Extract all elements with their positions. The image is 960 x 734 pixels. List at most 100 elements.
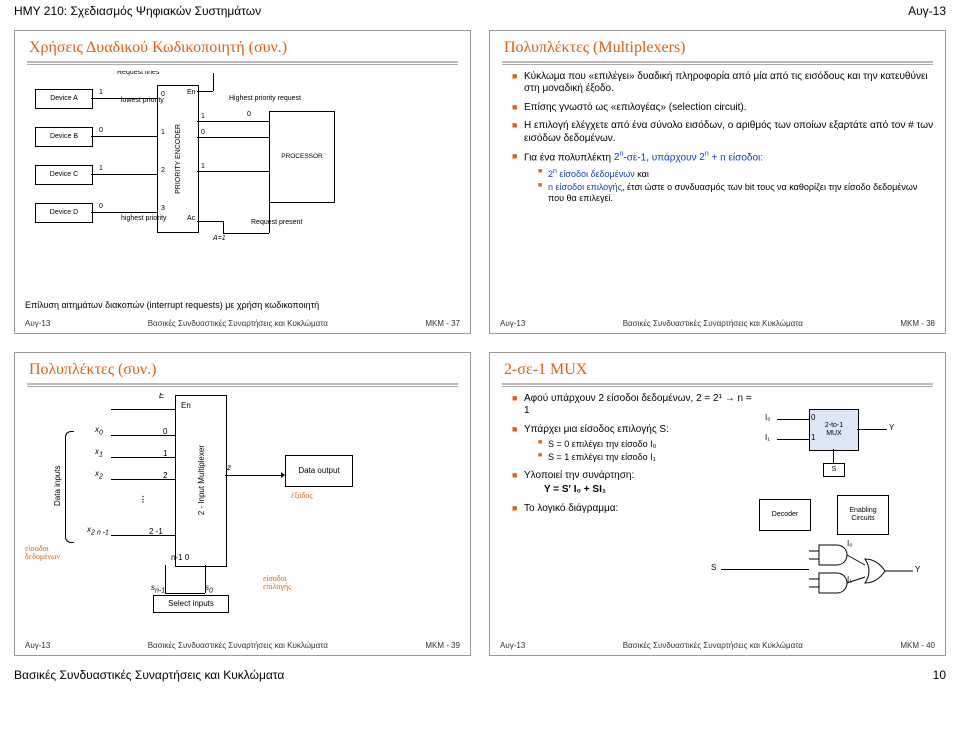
bullet: Για ένα πολυπλέκτη 2n-σε-1, υπάρχουν 2n … [512, 151, 935, 205]
label-data-inputs: Data inputs [53, 441, 62, 531]
enabling: Enabling Circuits [837, 495, 889, 535]
slide-title: Χρήσεις Δυαδικού Κωδικοποιητή (συν.) [15, 31, 470, 61]
bullet: Υπάρχει μια είσοδος επιλογής S: S = 0 επ… [512, 424, 755, 464]
decoder: Decoder [759, 499, 811, 531]
page-footer: Βασικές Συνδυαστικές Συναρτήσεις και Κυκ… [0, 662, 960, 692]
Yb: Y [915, 565, 920, 574]
p1: 1 [811, 433, 815, 442]
enc-0: 0 [161, 91, 165, 98]
I1b: I₁ [847, 575, 852, 584]
brace-icon [65, 431, 74, 543]
label-highest-pri: highest priority [121, 215, 167, 222]
slide-40: 2-σε-1 MUX Αφού υπάρχουν 2 είσοδοι δεδομ… [489, 352, 946, 656]
t: 1 [99, 451, 103, 458]
sub-bullet: n είσοδοι επιλογής, έτσι ώστε ο συνδυασμ… [538, 182, 935, 205]
n0: 0 [163, 427, 167, 436]
slide-footer: Αυγ-13 Βασικές Συνδυαστικές Συναρτήσεις … [15, 638, 470, 655]
slide-body: Κύκλωμα που «επιλέγει» δυαδική πληροφορί… [490, 71, 945, 316]
mux-box: 2-to-1 MUX [809, 409, 859, 451]
bit-1c: 1 [99, 165, 103, 172]
t: n είσοδοι επιλογής [548, 182, 622, 192]
foot-left: Αυγ-13 [500, 319, 525, 328]
Y: Y [889, 423, 894, 432]
Sb: S [711, 563, 716, 572]
foot-mid: Βασικές Συνδυαστικές Συναρτήσεις και Κυκ… [525, 319, 900, 328]
foot-mid: Βασικές Συνδυαστικές Συναρτήσεις και Κυκ… [50, 319, 425, 328]
txt: Για ένα πολυπλέκτη [524, 152, 614, 163]
enc-2: 2 [161, 167, 165, 174]
enc-ac: Ac [187, 215, 195, 222]
En: En [181, 401, 191, 410]
bullet: Αφού υπάρχουν 2 είσοδοι δεδομένων, 2 = 2… [512, 393, 755, 418]
processor: PROCESSOR [269, 111, 335, 203]
data-output: Data output [285, 455, 353, 487]
priority-encoder-diagram: Request lines E=1 Device A Device B Devi… [35, 71, 335, 271]
t: είσοδοι δεδομένων [557, 169, 635, 179]
bit-1a: 1 [99, 89, 103, 96]
footer-right: 10 [933, 668, 946, 682]
txt: -σε-1, υπάρχουν [623, 152, 699, 163]
enc-en: En [187, 89, 196, 96]
bit-0d: 0 [99, 203, 103, 210]
proc-0: 0 [247, 111, 251, 118]
label-req-present: Request present [251, 219, 302, 226]
foot-left: Αυγ-13 [500, 641, 525, 650]
foot-right: MKM - 40 [900, 641, 935, 650]
label-lowest: lowest priority [121, 97, 164, 104]
t: Υπάρχει μια είσοδος επιλογής S: [524, 424, 669, 435]
n1: 1 [163, 449, 167, 458]
t: και [635, 169, 649, 179]
n2: 2 [163, 471, 167, 480]
title-underline [27, 383, 458, 387]
slide-footer: Αυγ-13 Βασικές Συνδυαστικές Συναρτήσεις … [490, 638, 945, 655]
bullet: Η επιλογή ελέγχετε από ένα σύνολο εισόδω… [512, 120, 935, 145]
slide-grid: Χρήσεις Δυαδικού Κωδικοποιητή (συν.) Req… [0, 20, 960, 662]
E: E [159, 393, 164, 400]
device-c: Device C [35, 165, 93, 185]
slide-37: Χρήσεις Δυαδικού Κωδικοποιητή (συν.) Req… [14, 30, 471, 334]
gates-icon [809, 539, 919, 599]
bit-0b: 0 [99, 127, 103, 134]
foot-right: MKM - 38 [900, 319, 935, 328]
slide-body: Data inputs 2 - Input Multiplexer ⋮ [15, 393, 470, 638]
select-inputs: Select inputs [153, 595, 229, 613]
foot-right: MKM - 39 [425, 641, 460, 650]
S-box: S [823, 463, 845, 477]
mux: 2 - Input Multiplexer [175, 395, 227, 567]
slide-footer: Αυγ-13 Βασικές Συνδυαστικές Συναρτήσεις … [15, 316, 470, 333]
label-e1: E=1 [211, 71, 224, 72]
slide-title: Πολυπλέκτες (Multiplexers) [490, 31, 945, 61]
t: 2 n -1 [91, 529, 109, 536]
slide-title: Πολυπλέκτες (συν.) [15, 353, 470, 383]
nn: 2 -1 [149, 527, 163, 536]
slide-38: Πολυπλέκτες (Multiplexers) Κύκλωμα που «… [489, 30, 946, 334]
bullet: Επίσης γνωστό ως «επιλογέας» (selection … [512, 102, 935, 115]
slide-39: Πολυπλέκτες (συν.) Data inputs 2 - Input… [14, 352, 471, 656]
slide-body: Αφού υπάρχουν 2 είσοδοι δεδομένων, 2 = 2… [490, 393, 945, 638]
p0: 0 [811, 413, 815, 422]
slide-caption: Επίλυση αιτημάτων διακοπών (interrupt re… [25, 300, 460, 310]
t: 2 [99, 473, 103, 480]
out-1b: 1 [201, 163, 205, 170]
t: 0 [99, 429, 103, 436]
sub-bullet: 2n είσοδοι δεδομένων και [538, 168, 935, 180]
nbits: n-1 0 [171, 553, 189, 562]
label-request-lines: Request lines [117, 71, 159, 76]
title-underline [502, 61, 933, 65]
z: z [227, 463, 231, 472]
device-b: Device B [35, 127, 93, 147]
enc-1: 1 [161, 129, 165, 136]
txt: + n είσοδοι: [709, 152, 763, 163]
t: 0 [209, 587, 213, 594]
mux-diagram: Data inputs 2 - Input Multiplexer ⋮ [55, 395, 355, 625]
txt: 2n [699, 152, 708, 163]
sub-bullet: S = 0 επιλέγει την είσοδο Ι₀ [538, 439, 755, 450]
page-header: ΗΜΥ 210: Σχεδιασμός Ψηφιακών Συστημάτων … [0, 0, 960, 20]
out-1: 1 [201, 113, 205, 120]
header-left: ΗΜΥ 210: Σχεδιασμός Ψηφιακών Συστημάτων [14, 4, 261, 18]
footer-left: Βασικές Συνδυαστικές Συναρτήσεις και Κυκ… [14, 668, 284, 682]
mux-label: 2 - Input Multiplexer [197, 445, 206, 515]
header-right: Αυγ-13 [908, 4, 946, 18]
label-high-req: Highest priority request [229, 95, 301, 102]
foot-left: Αυγ-13 [25, 319, 50, 328]
